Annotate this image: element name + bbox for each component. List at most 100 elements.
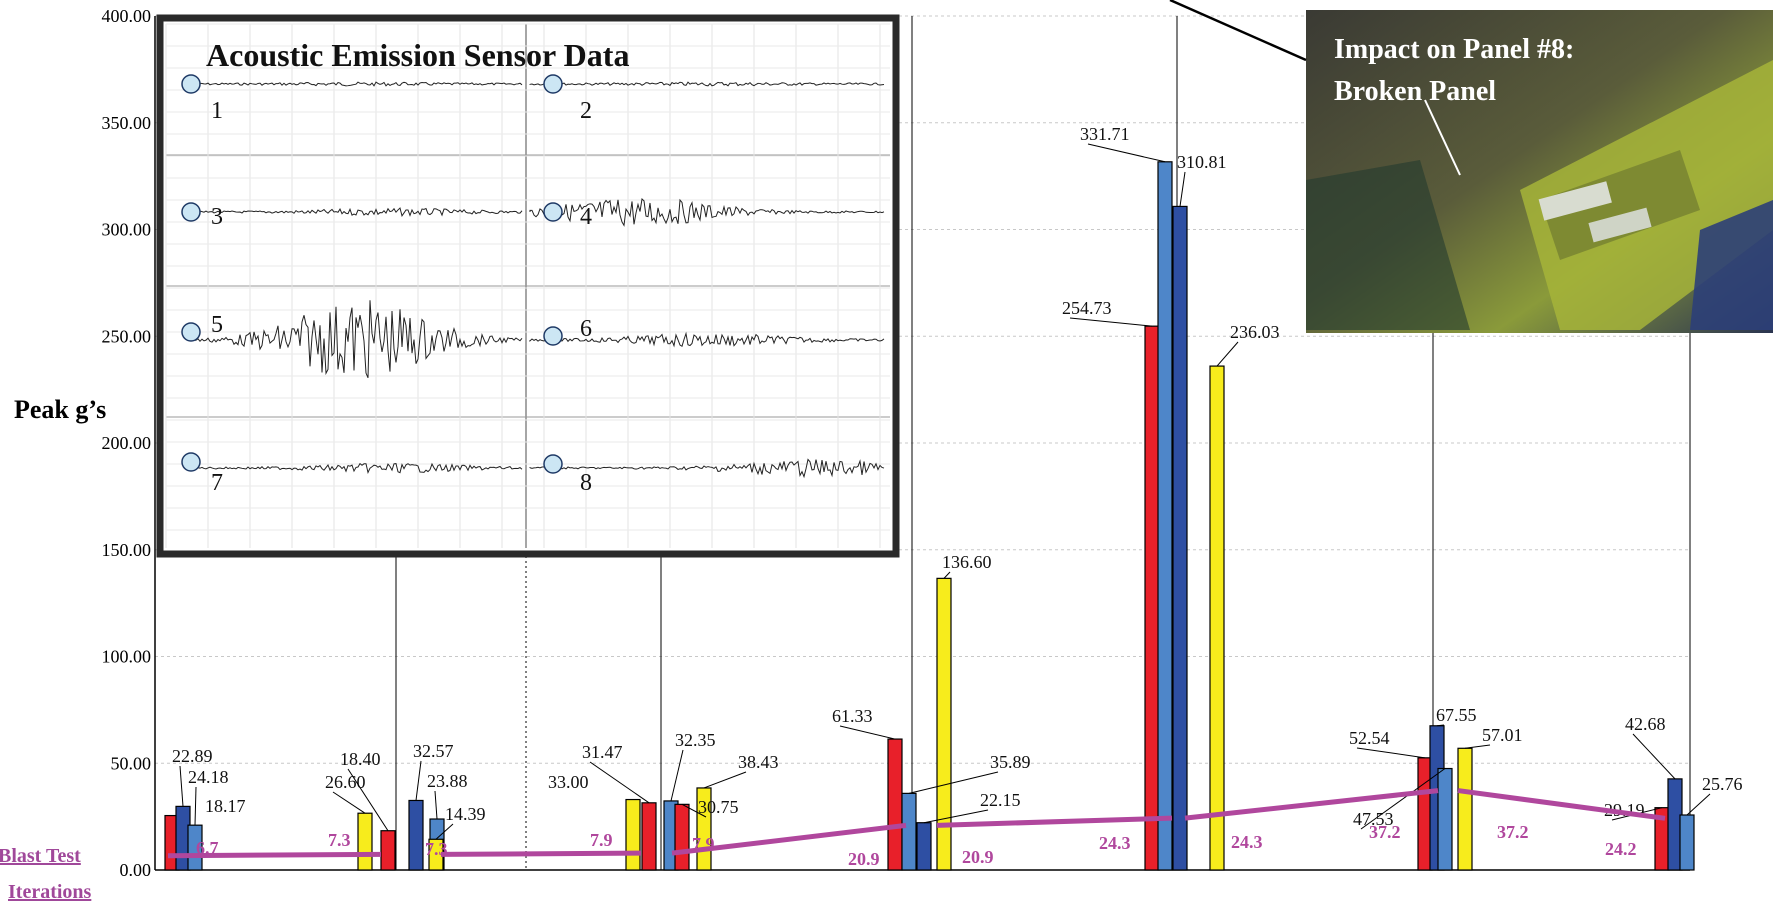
sensor-marker (543, 202, 563, 222)
y-tick-label: 350.00 (102, 113, 152, 133)
bar (1172, 205, 1188, 871)
bar-label-leader (1464, 744, 1491, 749)
bar-label: 67.55 (1436, 705, 1477, 725)
sensor-marker (181, 74, 201, 94)
bar-label-leader (839, 725, 896, 740)
blast-label-line1: Blast Test (0, 845, 81, 867)
photo-pointer-line (1169, 0, 1307, 62)
bar-label-leader (589, 761, 650, 804)
bar (1457, 747, 1473, 871)
bar-label-leader (194, 786, 197, 826)
bar-label-leader (681, 803, 707, 818)
bar-label-leader (923, 809, 989, 824)
inset-waveform (529, 333, 885, 348)
y-tick-label: 50.00 (111, 753, 152, 773)
y-axis-label: Peak g’s (14, 395, 106, 424)
bar-label: 57.01 (1482, 725, 1523, 745)
y-tick-label: 150.00 (102, 540, 152, 560)
bar-label: 42.68 (1625, 714, 1666, 734)
sensor-number: 2 (580, 98, 592, 124)
blast-iteration-line: 6.7 7.3 7.3 7.9 7.9 20.9 20.9 24.3 24.3 37.2 37.2 2… (167, 788, 1666, 869)
bar (1157, 161, 1173, 871)
bar-label-leader (943, 571, 951, 579)
bar-label-leader (1360, 768, 1446, 830)
bar-label: 23.88 (427, 771, 468, 791)
bar-label-leader (1632, 733, 1676, 780)
bar-label-leader (670, 749, 684, 802)
sensor-number: 1 (211, 98, 223, 124)
line-point-label: 7.3 (328, 830, 351, 850)
bar-label: 331.71 (1080, 124, 1130, 144)
bar-label: 30.75 (698, 797, 739, 817)
bar-label-leader (908, 771, 999, 794)
line-point-label: 6.7 (196, 838, 219, 858)
y-tick-label: 0.00 (120, 860, 152, 880)
inset-waveform (195, 300, 523, 379)
sensor-number: 6 (580, 316, 592, 342)
bar-label: 26.60 (325, 772, 366, 792)
inset-waveform (195, 462, 523, 475)
bar (887, 738, 903, 871)
sensor-marker (181, 452, 201, 472)
line-point-label: 7.3 (425, 839, 448, 859)
bar-label: 18.40 (340, 749, 381, 769)
inset-waveform (529, 458, 885, 479)
acoustic-emission-inset: 1 2 3 4 5 6 7 8 Acoustic Emission Sensor Data (156, 14, 900, 558)
line-point-label: 20.9 (962, 847, 994, 867)
bar (1144, 325, 1160, 871)
bar-label: 32.57 (413, 741, 454, 761)
sensor-marker (543, 454, 563, 474)
bar-label-leader (179, 765, 184, 807)
broken-panel-photo: Impact on Panel #8: Broken Panel (1306, 10, 1773, 333)
line-segment (1184, 788, 1439, 821)
line-point-label: 20.9 (848, 849, 880, 869)
inset-title: Acoustic Emission Sensor Data (206, 37, 629, 73)
bar (901, 792, 917, 871)
inset-waveform (529, 81, 885, 87)
sensor-marker (181, 202, 201, 222)
bar-label-leader (1686, 793, 1711, 816)
y-tick-label: 100.00 (102, 647, 152, 667)
bar (641, 802, 657, 871)
bar (1209, 365, 1225, 871)
bar-label: 52.54 (1349, 728, 1390, 748)
bar-label-leader (1216, 341, 1239, 367)
bar (357, 812, 373, 871)
y-tick-label: 400.00 (102, 6, 152, 26)
bar-label-leader (703, 771, 747, 789)
bar (1679, 814, 1695, 871)
line-segment (167, 851, 382, 859)
inset-waveform (195, 207, 523, 217)
bar-label: 35.89 (990, 752, 1031, 772)
bar-label-leader (1179, 171, 1186, 207)
line-segment (440, 850, 642, 857)
bar-label: 33.00 (548, 772, 589, 792)
bar-label: 254.73 (1062, 298, 1112, 318)
y-tick-label: 200.00 (102, 433, 152, 453)
bar-label-leader (415, 760, 422, 801)
bar-label-leader (347, 768, 389, 831)
bar-label: 14.39 (445, 804, 486, 824)
line-point-label: 7.9 (590, 830, 613, 850)
bar-label: 310.81 (1177, 152, 1227, 172)
bar (625, 798, 641, 871)
bar (674, 803, 690, 871)
bar-label: 22.89 (172, 746, 213, 766)
bar-label: 18.17 (205, 796, 246, 816)
y-tick-label: 250.00 (102, 326, 152, 346)
bar-label-leader (1087, 143, 1166, 163)
bar-label-leader (435, 823, 454, 840)
bar-label: 136.60 (942, 552, 992, 572)
blast-label-line2: Iterations (8, 881, 92, 903)
line-point-label: 37.2 (1369, 822, 1401, 842)
sensor-number: 4 (580, 204, 592, 230)
bar-label: 47.53 (1353, 809, 1394, 829)
bar (1437, 767, 1453, 871)
bar-label: 22.15 (980, 790, 1021, 810)
bar (916, 822, 932, 871)
line-point-label: 37.2 (1497, 822, 1529, 842)
bar-label: 31.47 (582, 742, 623, 762)
bar (408, 799, 424, 871)
bar-label: 25.76 (1702, 774, 1743, 794)
